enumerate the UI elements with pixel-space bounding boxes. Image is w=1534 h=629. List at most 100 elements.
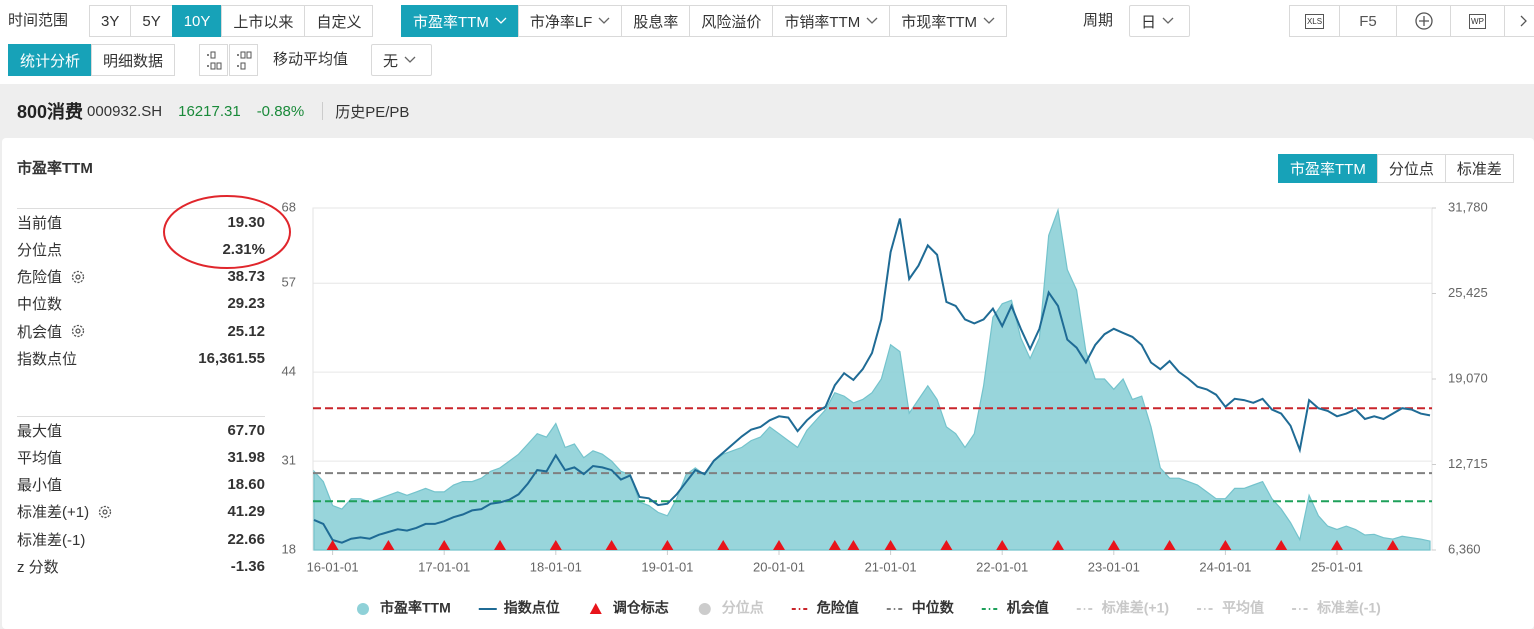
range-button-text: 10Y [183, 12, 211, 30]
stat-label: 指数点位 [17, 351, 78, 368]
index-name: 800消费 [17, 102, 84, 122]
gear-icon[interactable] [97, 504, 113, 520]
metric-button[interactable]: 市销率TTM [772, 5, 891, 37]
stat-row: 机会值 25.12 [17, 320, 265, 342]
range-button[interactable]: 3Y [89, 5, 132, 37]
stat-row: z 分数 -1.36 [17, 556, 265, 578]
decimal-less[interactable] [199, 44, 228, 76]
plus-icon [1414, 12, 1433, 30]
metric-group: 市盈率TTM 市净率LF 股息率 风险溢价 市销率TTM 市现率TTM [401, 5, 1008, 37]
period-value: 日 [1141, 13, 1157, 31]
stat-row: 分位点 2.31% [17, 238, 265, 260]
chevron-right [1520, 15, 1527, 27]
stat-label: 最大值 [17, 422, 63, 440]
gear-icon[interactable] [70, 323, 86, 339]
range-button-text: 3Y [101, 12, 120, 30]
stat-row: 标准差(+1) 41.29 [17, 501, 265, 523]
decimal-more[interactable] [229, 44, 258, 76]
ma-select-wrap: 无 [371, 44, 432, 76]
metric-button[interactable]: 股息率 [621, 5, 691, 37]
metric-button[interactable]: 市净率LF [517, 5, 623, 37]
stat-row: 当前值 19.30 [17, 211, 265, 233]
metric-button-text: 市销率TTM [784, 13, 861, 31]
metric-button-text: 股息率 [633, 13, 679, 31]
metric-button-text: 市现率TTM [901, 13, 978, 31]
range-label: 时间范围 [8, 12, 69, 29]
tab-button[interactable]: 市盈率TTM [1278, 154, 1378, 183]
refresh-button[interactable]: F5 [1339, 5, 1397, 37]
stat-value: -1.36 [230, 558, 265, 575]
chevron [404, 56, 416, 63]
chevron [1162, 17, 1174, 24]
range-button[interactable]: 10Y [171, 5, 223, 37]
stat-value: 31.98 [227, 448, 265, 466]
stat-row: 最小值 18.60 [17, 474, 265, 496]
add-button[interactable] [1396, 5, 1451, 37]
tab-button-text: 分位点 [1388, 161, 1434, 178]
stat-row: 标准差(-1) 22.66 [17, 528, 265, 550]
period-select-wrap: 日 [1129, 5, 1190, 37]
tab-button[interactable]: 标准差 [1444, 154, 1514, 183]
metric-button-text: 风险溢价 [701, 13, 762, 31]
stat-label: z 分数 [17, 559, 59, 576]
tab-button-text: 标准差 [1456, 161, 1502, 178]
chevron [983, 17, 995, 24]
view-mode: 历史PE/PB [335, 103, 410, 121]
xls-icon: XLS [1304, 13, 1325, 29]
stat-row: 危险值 38.73 [17, 266, 265, 288]
metric-button[interactable]: 风险溢价 [689, 5, 774, 37]
decimal-icon [207, 51, 222, 70]
index-code: 000932.SH [87, 102, 163, 120]
chevron [866, 17, 878, 24]
stat-label: 平均值 [17, 449, 63, 467]
stat-value: 38.73 [227, 268, 265, 286]
metric-button[interactable]: 市盈率TTM [401, 5, 519, 37]
divider [17, 416, 265, 417]
panel-title: 市盈率TTM [17, 160, 93, 177]
stat-label: 标准差(+1) [17, 504, 90, 522]
tab-group: 市盈率TTM 分位点 标准差 [1278, 154, 1514, 183]
range-button[interactable]: 上市以来 [221, 5, 306, 37]
tab-button-text: 市盈率TTM [1290, 161, 1366, 178]
range-button[interactable]: 5Y [130, 5, 173, 37]
stat-value: 25.12 [227, 322, 265, 340]
view-button-text: 统计分析 [20, 52, 81, 70]
stat-label: 最小值 [17, 477, 63, 495]
decimal-group [199, 44, 258, 76]
stat-row: 最大值 67.70 [17, 419, 265, 441]
decimal-icon [237, 51, 252, 70]
stat-value: 18.60 [227, 476, 265, 494]
gear-icon[interactable] [70, 269, 86, 285]
range-group: 3Y 5Y 10Y 上市以来 自定义 [89, 5, 374, 37]
stat-value: 41.29 [227, 503, 265, 521]
stat-label: 分位点 [17, 241, 63, 259]
more-button[interactable] [1504, 5, 1534, 37]
view-button[interactable]: 统计分析 [8, 44, 93, 76]
ma-label: 移动平均值 [273, 51, 349, 68]
index-change: -0.88% [256, 102, 305, 120]
separator [322, 102, 324, 120]
metric-button-text: 市盈率TTM [413, 13, 489, 31]
index-price: 16217.31 [178, 102, 241, 120]
period-select[interactable]: 日 [1129, 5, 1190, 37]
view-button-text: 明细数据 [103, 52, 164, 70]
wp-icon: WP [1469, 13, 1486, 29]
stat-label: 标准差(-1) [17, 531, 86, 549]
chevron [495, 17, 507, 24]
metric-button[interactable]: 市现率TTM [889, 5, 1008, 37]
stat-row: 指数点位 16,361.55 [17, 348, 265, 370]
word-button[interactable]: WP [1450, 5, 1505, 37]
range-button-text: 自定义 [316, 13, 362, 31]
index-header: 800消费 000932.SH 16217.31 -0.88% 历史PE/PB [17, 98, 409, 124]
stat-value: 29.23 [227, 295, 265, 313]
stat-row: 平均值 31.98 [17, 446, 265, 468]
stat-value: 19.30 [227, 213, 265, 231]
xls-button[interactable]: XLS [1289, 5, 1340, 37]
divider [17, 208, 265, 209]
stat-value: 16,361.55 [198, 350, 265, 367]
view-button[interactable]: 明细数据 [91, 44, 176, 76]
range-button[interactable]: 自定义 [304, 5, 374, 37]
tab-button[interactable]: 分位点 [1376, 154, 1446, 183]
ma-select[interactable]: 无 [371, 44, 432, 76]
